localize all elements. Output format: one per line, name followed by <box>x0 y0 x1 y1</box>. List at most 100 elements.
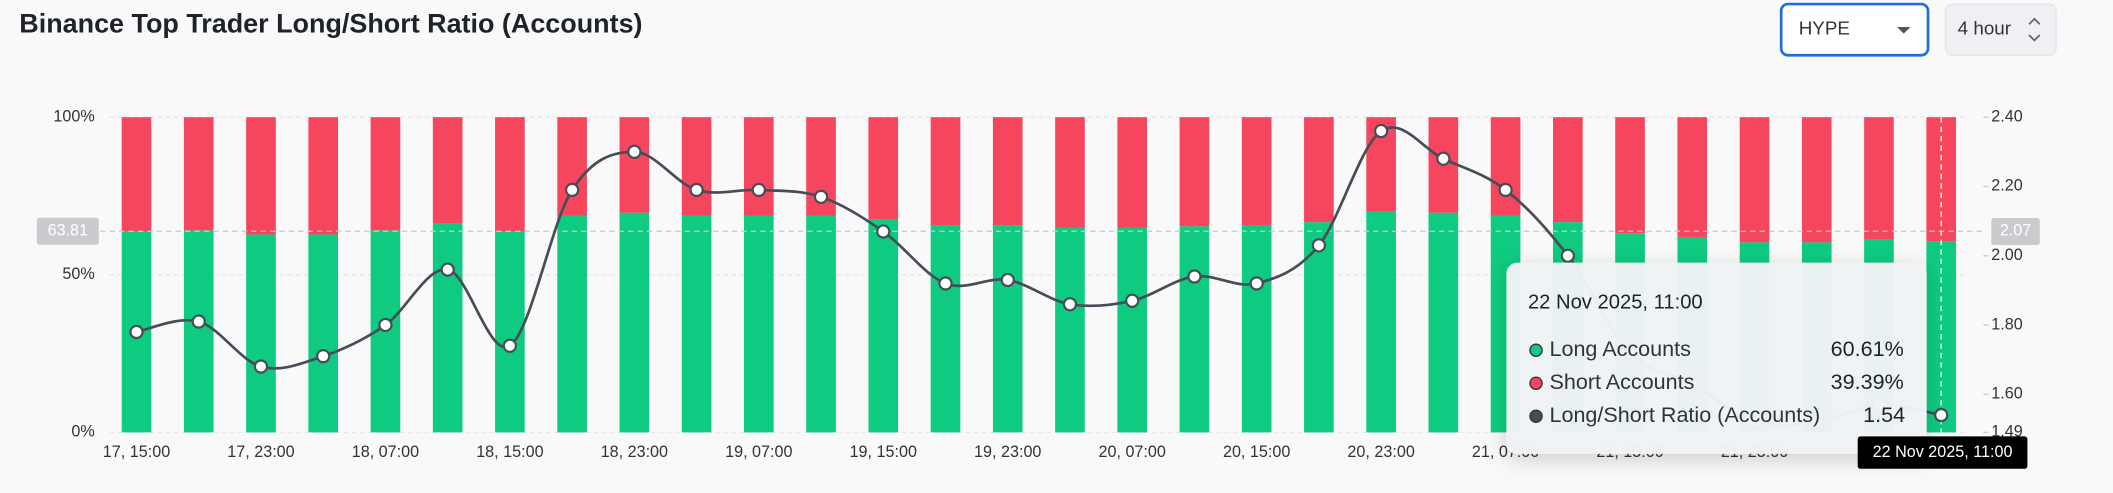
tooltip: 22 Nov 2025, 11:00 Long Accounts 60.61% Sho… <box>1506 262 1927 454</box>
y2-tick-label: 2.00 <box>1991 246 2022 264</box>
bar-short <box>619 117 650 213</box>
bar-long <box>183 230 214 433</box>
legend-label: Long/Short Ratio (Accounts) <box>1550 402 1821 427</box>
caret <box>2028 17 2041 42</box>
bar-short <box>557 117 587 216</box>
bar-long <box>308 234 339 433</box>
ratio-point <box>502 338 518 353</box>
bar-short <box>868 117 899 220</box>
ratio-point <box>253 359 269 374</box>
bar-short <box>1241 117 1272 225</box>
bar-long <box>432 223 463 433</box>
caret <box>1897 26 1911 34</box>
bar-short <box>1553 117 1583 223</box>
y-tick-label: 100% <box>53 107 94 125</box>
bar-short <box>992 117 1023 225</box>
x-tick-label: 18, 15:00 <box>476 443 543 461</box>
ratio-point <box>1311 238 1327 253</box>
bar-long <box>246 234 276 433</box>
interval-select[interactable]: 4 hour <box>1944 3 2057 56</box>
bar-short <box>930 117 961 225</box>
crosshair-x-label: 22 Nov 2025, 11:00 <box>1873 443 2013 461</box>
bar-short <box>1117 117 1148 228</box>
ratio-point <box>1187 269 1202 284</box>
bar-long <box>992 224 1023 433</box>
x-tick-label: 18, 23:00 <box>601 443 668 461</box>
bar-long <box>619 212 650 433</box>
bar-long <box>930 224 961 433</box>
bar-long <box>1366 211 1396 433</box>
legend-dot <box>1529 376 1543 390</box>
bar-short <box>495 117 525 232</box>
symbol-select[interactable]: HYPE <box>1779 2 1930 57</box>
ratio-point <box>751 182 766 198</box>
bar-short <box>1801 117 1832 243</box>
bar-long <box>1428 212 1459 433</box>
legend-label: Short Accounts <box>1550 369 1695 394</box>
bar-long <box>557 215 587 433</box>
bar-short <box>1490 117 1521 216</box>
x-tick-label: 20, 07:00 <box>1099 443 1166 461</box>
crosshair-y-box <box>36 217 99 245</box>
select-value[interactable]: 4 hour <box>1958 18 2011 39</box>
crosshair-y-label: 63.81 <box>48 222 88 240</box>
bar-long <box>1055 227 1085 433</box>
crosshair-y2-label: 2.07 <box>2000 222 2031 240</box>
select-box[interactable] <box>1779 2 1930 57</box>
x-tick-label: 17, 15:00 <box>103 443 170 461</box>
bar-long <box>1117 227 1148 433</box>
y-tick-label: 0% <box>71 423 94 441</box>
tooltip-title: 22 Nov 2025, 11:00 <box>1528 291 1703 313</box>
y2-tick-label: 1.80 <box>1991 315 2022 333</box>
tooltip-value: 39.39% <box>1831 369 1904 394</box>
x-tick-label: 20, 23:00 <box>1347 443 1414 461</box>
crosshair-x-box <box>1857 436 2028 469</box>
ratio-point <box>689 182 704 198</box>
y2-tick-label: 1.49 <box>1991 423 2022 441</box>
crosshair-y2-box <box>1991 218 2040 245</box>
bar-long <box>806 215 836 433</box>
x-tick-label: 18, 07:00 <box>352 443 419 461</box>
bar-short <box>246 117 276 235</box>
legend-label: Long Accounts <box>1550 336 1691 361</box>
bar-short <box>121 117 152 232</box>
x-tick-label: 20, 15:00 <box>1223 443 1290 461</box>
legend-dot <box>1529 343 1543 357</box>
bar-short <box>1179 117 1210 227</box>
bar-short <box>681 117 712 216</box>
ratio-point <box>627 144 642 159</box>
bar-short <box>1055 117 1085 228</box>
ratio-point <box>1498 182 1513 198</box>
bar-long <box>1241 224 1272 433</box>
ratio-point <box>129 324 144 340</box>
bar-short <box>1615 117 1645 234</box>
ratio-point <box>876 224 891 239</box>
ratio-point <box>1000 272 1015 288</box>
bar-short <box>1864 117 1894 240</box>
select-value[interactable]: HYPE <box>1799 18 1850 39</box>
y2-tick-label: 2.40 <box>1991 107 2022 125</box>
bar-short <box>1739 117 1770 243</box>
ratio-point <box>564 182 580 198</box>
ratio-point <box>1062 297 1078 312</box>
bar-long <box>868 219 899 433</box>
ratio-point <box>440 262 455 277</box>
legend-dot <box>1529 409 1543 423</box>
bar-short <box>183 117 214 231</box>
bar-short <box>308 117 339 235</box>
bar-short <box>1304 117 1334 223</box>
ratio-point <box>378 317 393 333</box>
y2-tick-label: 2.20 <box>1991 177 2022 195</box>
tooltip-box <box>1506 262 1927 454</box>
bar-long <box>743 215 774 433</box>
ratio-point <box>1560 248 1575 263</box>
ratio-point <box>938 276 953 291</box>
select-box[interactable] <box>1944 3 2057 56</box>
y-tick-label: 50% <box>62 265 94 283</box>
bar-short <box>743 117 774 216</box>
x-tick-label: 17, 23:00 <box>227 443 294 461</box>
ratio-point <box>316 349 331 364</box>
ratio-point <box>1125 293 1140 308</box>
